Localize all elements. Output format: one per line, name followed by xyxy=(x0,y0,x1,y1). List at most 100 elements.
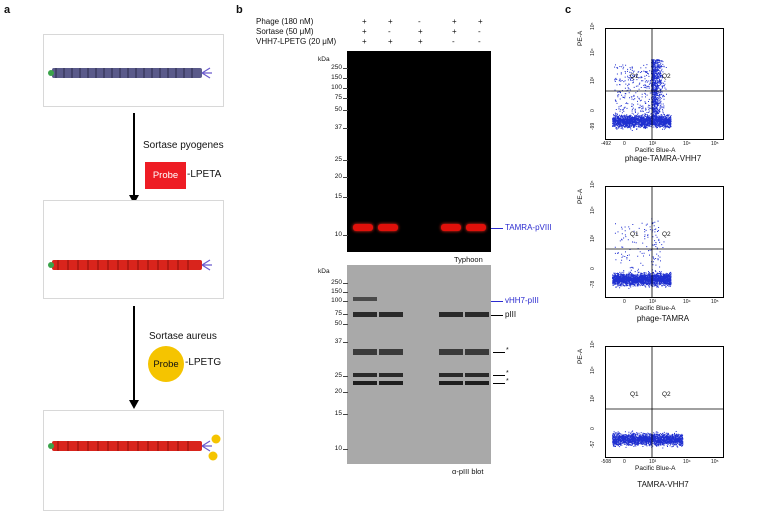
flow-plot-caption: phage-TAMRA xyxy=(636,314,690,323)
kda-marker-tick xyxy=(343,392,348,393)
flow-y-tick: 10⁴ xyxy=(590,366,596,374)
arrow-1-head xyxy=(129,195,139,204)
panel-c-letter: c xyxy=(565,4,572,16)
phage-unlabeled-illustration xyxy=(48,67,212,79)
bottom-gel-kda-unit: kDa xyxy=(318,268,330,275)
flow-y-tick: 10⁵ xyxy=(590,180,596,188)
flow-x-tick: 0 xyxy=(623,299,626,305)
condition-label: VHH7-LPETG (20 μM) xyxy=(256,37,337,46)
flow-events xyxy=(612,218,672,289)
kda-marker-label: 15 xyxy=(334,410,342,417)
flow-y-tick: 0 xyxy=(590,427,596,430)
kda-marker-tick xyxy=(343,235,348,236)
condition-lane-sign: - xyxy=(478,37,481,46)
blot-band-37-lane2 xyxy=(379,349,403,355)
kda-marker-label: 25 xyxy=(334,372,342,379)
flow-plot-caption: TAMRA-VHH7 xyxy=(637,480,689,489)
kda-marker-label: 250 xyxy=(331,64,342,71)
condition-lane-sign: - xyxy=(452,37,455,46)
kda-marker-label: 37 xyxy=(334,338,342,345)
vhh7-piii-label: vHH7-pIII xyxy=(505,296,539,305)
flow-plot-caption: phage-TAMRA-VHH7 xyxy=(624,154,702,163)
kda-marker-label: 150 xyxy=(331,74,342,81)
condition-lane-sign: + xyxy=(418,37,423,46)
flow-x-tick: 10³ xyxy=(649,141,657,147)
kda-marker-label: 100 xyxy=(331,297,342,304)
arrow-1-line xyxy=(133,113,135,197)
condition-label: Phage (180 nM) xyxy=(256,17,314,26)
arrow-2-head xyxy=(129,400,139,409)
flow-x-tick: 0 xyxy=(623,141,626,147)
phage-unlabeled-box xyxy=(43,34,224,107)
quadrant-q1-label: Q1 xyxy=(630,391,639,398)
star-pointer-2 xyxy=(493,375,505,376)
kda-marker-tick xyxy=(343,324,348,325)
kda-marker-label: 20 xyxy=(334,388,342,395)
step2-enzyme-label: Sortase aureus xyxy=(149,331,217,342)
quadrant-q1-label: Q1 xyxy=(630,73,639,80)
piii-label: pIII xyxy=(505,310,517,319)
blot-band-22-lane1 xyxy=(353,381,377,385)
blot-band-25-lane5 xyxy=(465,373,489,377)
flow-x-tick: 10⁵ xyxy=(711,459,719,465)
condition-lane-sign: + xyxy=(478,17,483,26)
flow-y-axis-label: PE-A xyxy=(577,348,584,364)
kda-marker-tick xyxy=(343,78,348,79)
typhoon-band-lane2 xyxy=(378,224,398,231)
blot-band-37-lane5 xyxy=(465,349,489,355)
condition-lane-sign: + xyxy=(388,37,393,46)
kda-marker-label: 10 xyxy=(334,231,342,238)
kda-marker-tick xyxy=(343,128,348,129)
blot-band-37-lane1 xyxy=(353,349,377,355)
condition-lane-sign: - xyxy=(388,27,391,36)
typhoon-gel xyxy=(347,51,491,252)
blot-caption: α-pIII blot xyxy=(452,467,484,476)
condition-lane-sign: - xyxy=(478,27,481,36)
phage-labeled-illustration xyxy=(48,259,212,271)
kda-marker-label: 50 xyxy=(334,320,342,327)
arrow-2-line xyxy=(133,306,135,402)
kda-marker-label: 150 xyxy=(331,288,342,295)
kda-marker-tick xyxy=(343,292,348,293)
kda-marker-tick xyxy=(343,160,348,161)
flow-plot: Q1 Q2 xyxy=(605,346,724,458)
kda-marker-tick xyxy=(343,301,348,302)
kda-marker-tick xyxy=(343,283,348,284)
condition-lane-sign: + xyxy=(452,27,457,36)
kda-marker-label: 100 xyxy=(331,84,342,91)
flow-x-tick: -508 xyxy=(601,459,612,465)
flow-y-tick: -78 xyxy=(590,280,596,288)
quadrant-q2-label: Q2 xyxy=(662,73,671,80)
blot-band-25-lane1 xyxy=(353,373,377,377)
flow-x-tick: 10³ xyxy=(649,299,657,305)
kda-marker-label: 20 xyxy=(334,173,342,180)
phage-dual-illustration xyxy=(48,434,221,461)
kda-marker-label: 75 xyxy=(334,94,342,101)
kda-marker-label: 15 xyxy=(334,193,342,200)
blot-piii-band-lane4 xyxy=(439,312,463,317)
flow-y-tick: 10⁴ xyxy=(590,48,596,56)
flow-x-tick: 10⁵ xyxy=(711,299,719,305)
top-gel-kda-unit: kDa xyxy=(318,56,330,63)
flow-plot: Q1 Q2 xyxy=(605,186,724,298)
flow-y-tick: 10⁵ xyxy=(590,22,596,30)
flow-y-tick: -57 xyxy=(590,440,596,448)
kda-marker-tick xyxy=(343,376,348,377)
typhoon-caption: Typhoon xyxy=(454,255,483,264)
tamra-pviii-label: TAMRA-pVIII xyxy=(505,223,552,232)
quadrant-q2-label: Q2 xyxy=(662,391,671,398)
condition-lane-sign: + xyxy=(388,17,393,26)
kda-marker-label: 250 xyxy=(331,279,342,286)
kda-marker-tick xyxy=(343,88,348,89)
flow-x-axis-label: Pacific Blue-A xyxy=(635,465,676,472)
kda-marker-label: 10 xyxy=(334,445,342,452)
kda-marker-label: 75 xyxy=(334,310,342,317)
flow-x-tick: 0 xyxy=(623,459,626,465)
flow-x-tick: 10³ xyxy=(649,459,657,465)
kda-marker-tick xyxy=(343,98,348,99)
flow-y-tick: 10³ xyxy=(590,394,596,402)
flow-scatter xyxy=(606,187,723,297)
condition-lane-sign: + xyxy=(452,17,457,26)
flow-y-tick: 10⁴ xyxy=(590,206,596,214)
flow-x-axis-label: Pacific Blue-A xyxy=(635,147,676,154)
